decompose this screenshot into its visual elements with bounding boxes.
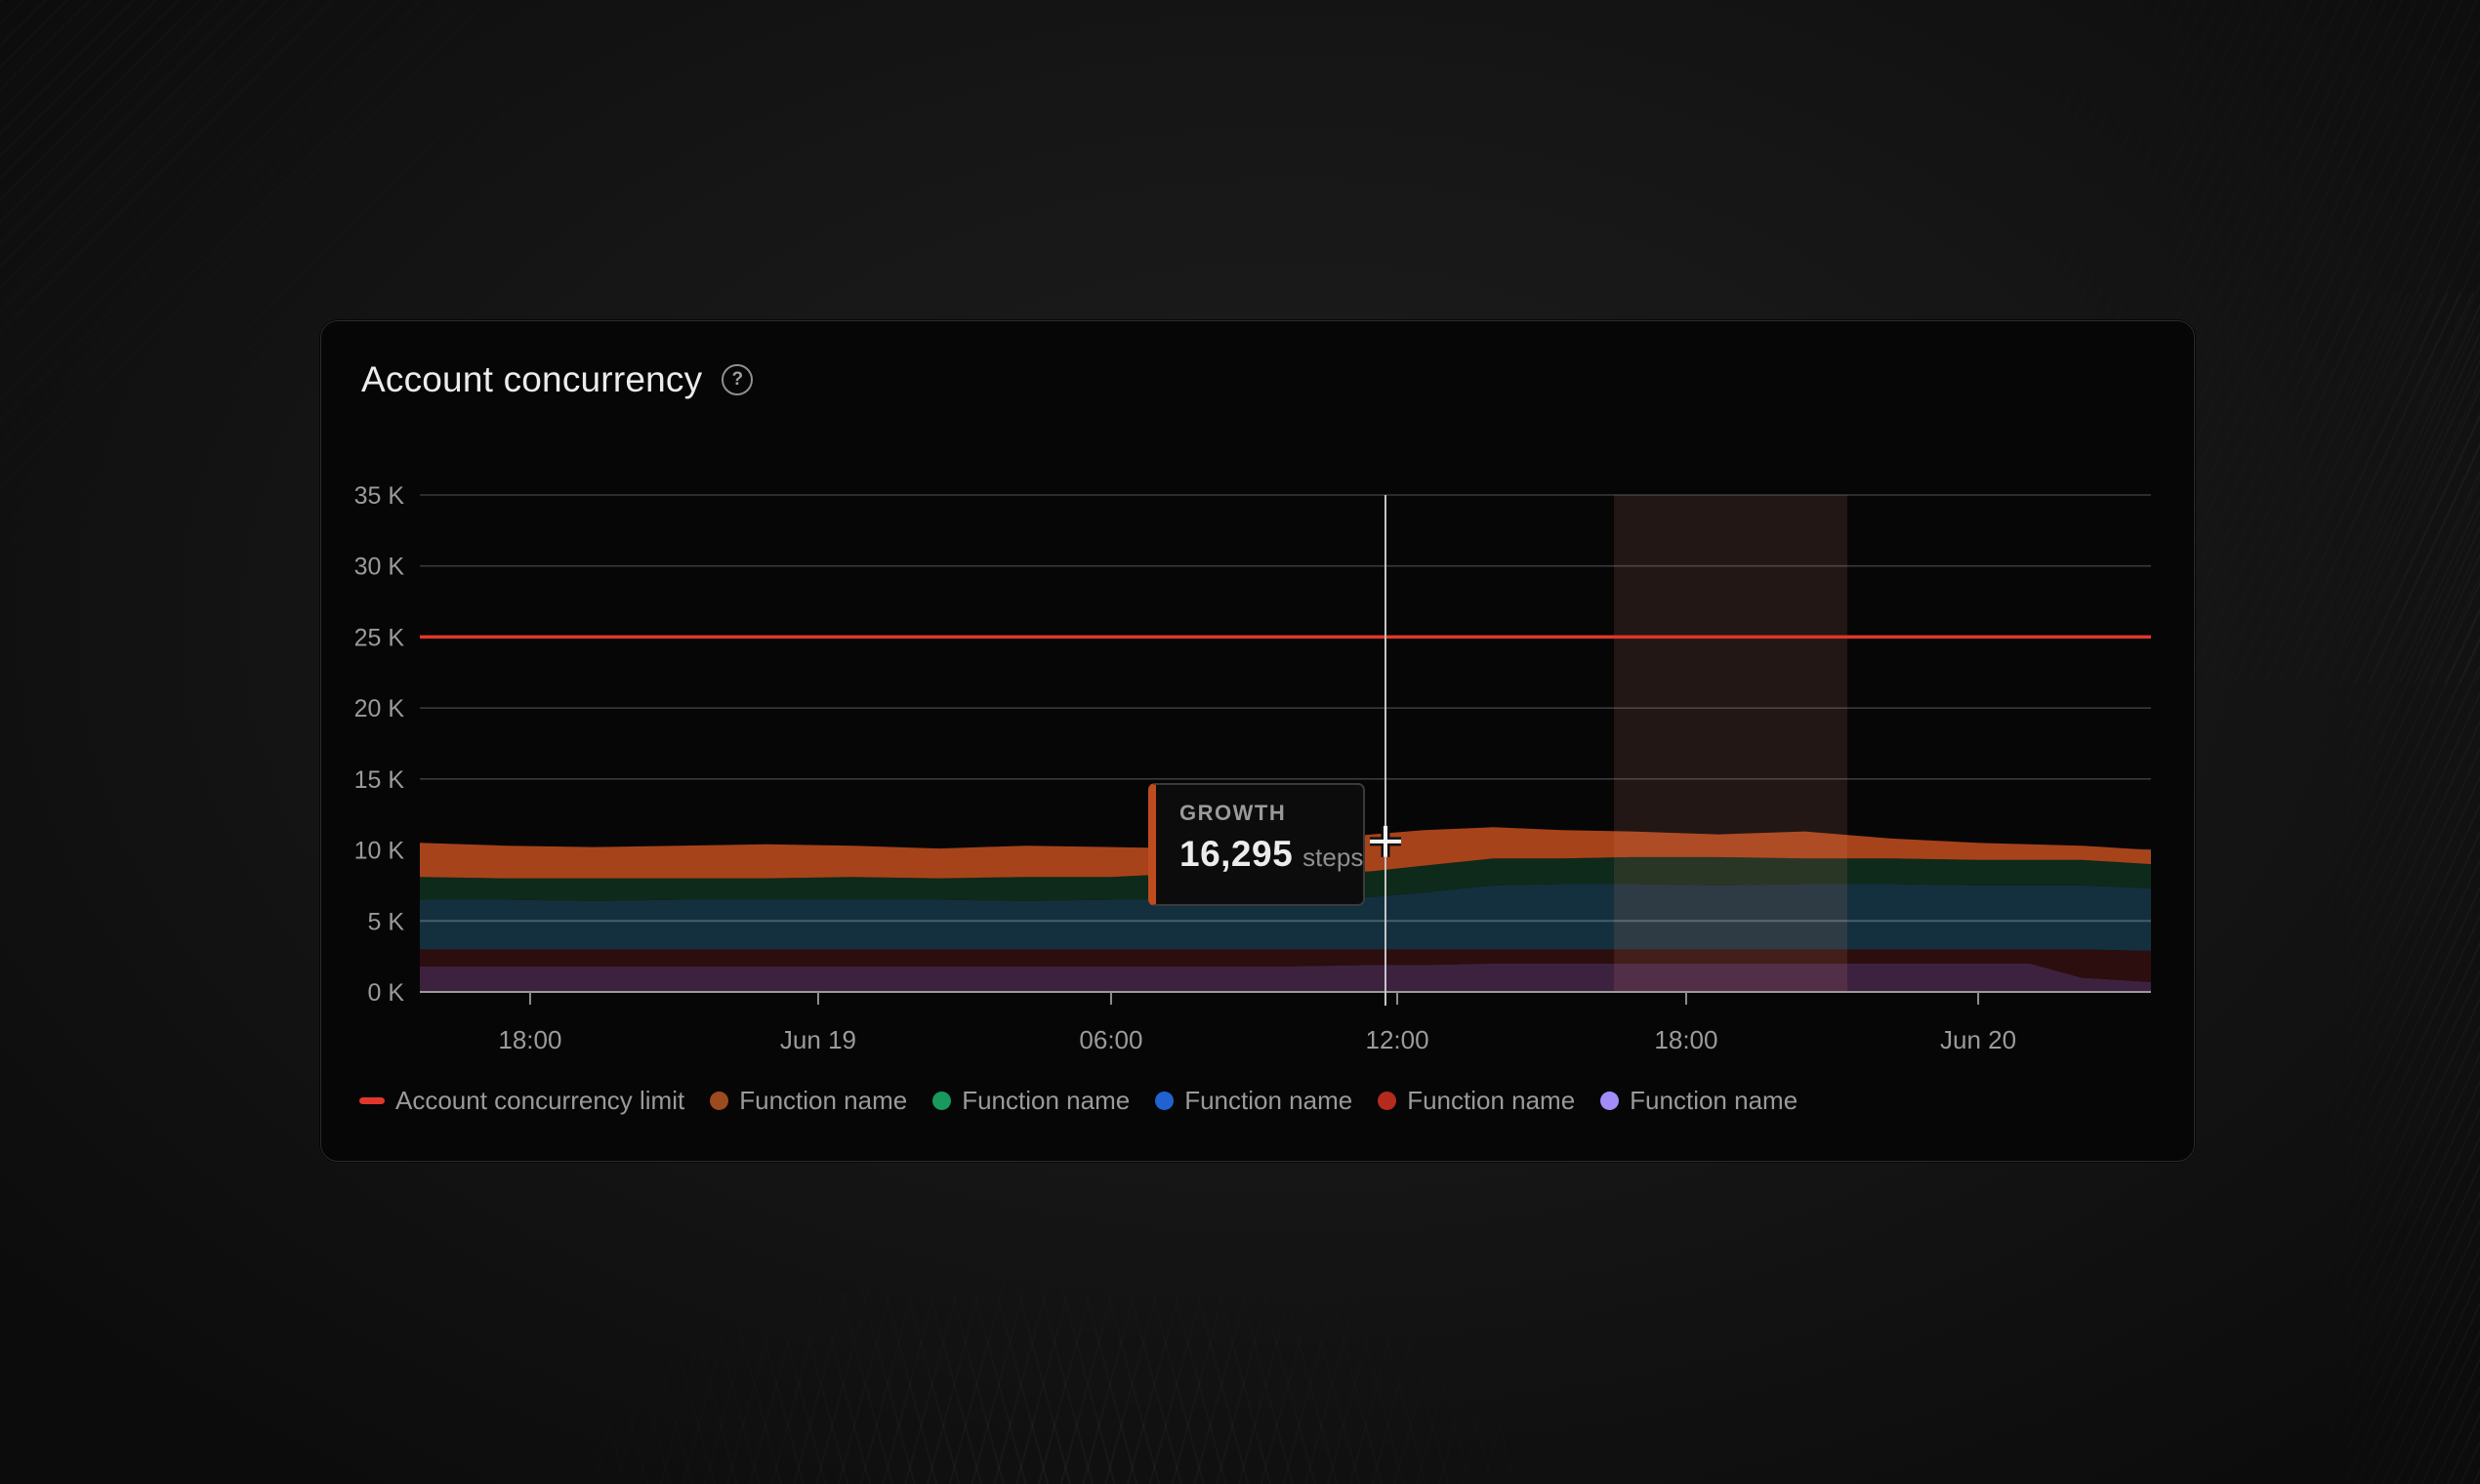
x-axis-label: Jun 19 — [780, 1025, 856, 1054]
card-title: Account concurrency — [361, 359, 703, 399]
y-axis-label: 30 K — [354, 554, 405, 581]
legend-item-3[interactable]: Function name — [1155, 1086, 1352, 1116]
area-series-1 — [420, 949, 2151, 982]
legend-dash-swatch — [359, 1097, 385, 1104]
card-header: Account concurrency ? — [361, 359, 754, 400]
legend-dot-swatch — [1600, 1092, 1620, 1110]
y-axis-label: 5 K — [367, 908, 404, 935]
legend-label: Account concurrency limit — [395, 1086, 685, 1115]
x-axis-label: Jun 20 — [1940, 1025, 2016, 1054]
chart-legend: Account concurrency limit Function name Fu… — [359, 1086, 2156, 1116]
highlight-band — [1614, 495, 1848, 992]
legend-label: Function name — [962, 1086, 1131, 1115]
x-axis-label: 18:00 — [1654, 1025, 1717, 1054]
y-axis-label: 15 K — [354, 766, 405, 794]
y-axis-label: 25 K — [354, 624, 405, 651]
x-axis-label: 12:00 — [1365, 1025, 1428, 1054]
legend-dot-swatch — [1378, 1092, 1397, 1110]
legend-item-2[interactable]: Function name — [932, 1086, 1130, 1116]
tooltip-unit: steps — [1302, 843, 1364, 872]
legend-item-4[interactable]: Function name — [1378, 1086, 1575, 1116]
area-series-0 — [420, 963, 2151, 992]
y-axis-label: 0 K — [367, 979, 404, 1007]
chart-tooltip: GROWTH 16,295 steps — [1148, 783, 1365, 906]
legend-dot-swatch — [710, 1092, 729, 1110]
account-concurrency-card — [320, 320, 2195, 1162]
legend-label: Function name — [739, 1086, 908, 1115]
legend-item-5[interactable]: Function name — [1600, 1086, 1798, 1116]
legend-item-0[interactable]: Account concurrency limit — [359, 1086, 684, 1116]
legend-dot-swatch — [1155, 1092, 1175, 1110]
tooltip-value-row: 16,295 steps — [1179, 834, 1363, 875]
legend-label: Function name — [1630, 1086, 1798, 1115]
y-axis-label: 35 K — [354, 482, 405, 510]
legend-label: Function name — [1407, 1086, 1576, 1115]
tooltip-series-name: GROWTH — [1179, 801, 1287, 825]
help-icon[interactable]: ? — [722, 364, 754, 395]
legend-item-1[interactable]: Function name — [710, 1086, 907, 1116]
tooltip-value: 16,295 — [1179, 834, 1294, 874]
y-axis-label: 20 K — [354, 695, 405, 722]
area-series-2 — [420, 884, 2151, 951]
x-axis-label: 06:00 — [1079, 1025, 1142, 1054]
legend-dot-swatch — [932, 1092, 952, 1110]
legend-label: Function name — [1184, 1086, 1353, 1115]
x-axis-label: 18:00 — [498, 1025, 561, 1054]
question-mark-glyph: ? — [731, 369, 744, 390]
y-axis-label: 10 K — [354, 838, 405, 865]
